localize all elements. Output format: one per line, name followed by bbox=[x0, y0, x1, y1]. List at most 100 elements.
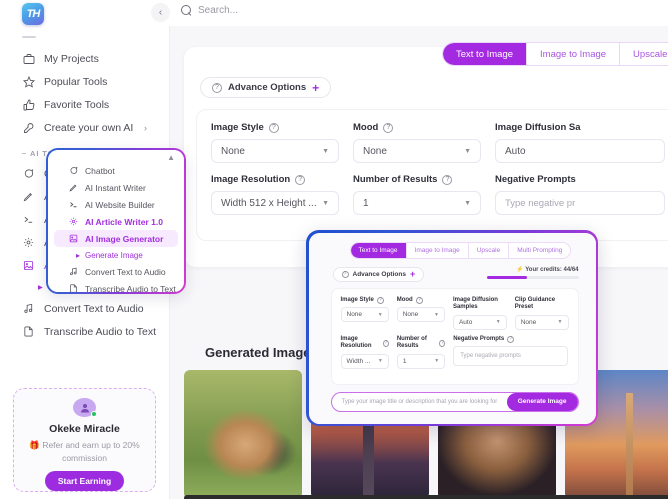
mood-select[interactable]: None ▼ bbox=[353, 139, 481, 163]
question-icon: ? bbox=[507, 335, 515, 343]
image-style-select[interactable]: None ▼ bbox=[211, 139, 339, 163]
question-icon: ? bbox=[439, 339, 446, 347]
sidebar-item-convert-text-to-audio[interactable]: Convert Text to Audio bbox=[0, 297, 169, 320]
tab-image-to-image[interactable]: Image to Image bbox=[527, 43, 621, 65]
sidebar-item-create-your-own-ai[interactable]: Create your own AI › bbox=[0, 116, 169, 139]
field-label: Number of Results ? bbox=[353, 174, 481, 185]
negative-prompts-input[interactable]: Type negative pr bbox=[495, 191, 665, 215]
gear-icon bbox=[22, 236, 35, 249]
select-value: None bbox=[363, 145, 387, 157]
zoom-number-of-results-select[interactable]: 1 ▼ bbox=[396, 353, 446, 369]
zoom-mood-select[interactable]: None ▼ bbox=[396, 307, 445, 322]
label-text: Image Style bbox=[211, 122, 264, 133]
field-mood: Mood ? None ▼ bbox=[353, 122, 481, 163]
horizontal-scrollbar[interactable] bbox=[184, 495, 668, 499]
zoom-negative-prompts-input[interactable]: Type negative prompts bbox=[453, 346, 569, 366]
zoom-field-negative-prompts: Negative Prompts ? Type negative prompts bbox=[453, 335, 569, 369]
sidebar-item-label: Popular Tools bbox=[44, 75, 108, 88]
start-earning-button[interactable]: Start Earning bbox=[44, 471, 125, 491]
thumbnail-image bbox=[184, 370, 302, 499]
zoom-image-style-select[interactable]: None ▼ bbox=[340, 307, 389, 322]
zoom-tab-multi-prompting[interactable]: Multi Prompting bbox=[517, 246, 563, 254]
chevron-up-icon[interactable]: ▲ bbox=[167, 153, 175, 162]
question-icon: ? bbox=[383, 122, 394, 133]
dropdown-item-label: AI Instant Writer bbox=[85, 182, 146, 193]
image-resolution-select[interactable]: Width 512 x Height ... ▼ bbox=[211, 191, 339, 215]
plus-icon: + bbox=[409, 268, 416, 279]
advance-options-button[interactable]: ? Advance Options + bbox=[200, 77, 332, 98]
app-logo-text: TH bbox=[26, 8, 41, 20]
zoom-field-image-diffusion-samples: Image Diffusion Samples Auto ▼ bbox=[452, 296, 507, 330]
dropdown-item-convert-text-to-audio[interactable]: Convert Text to Audio bbox=[54, 263, 178, 280]
chevron-down-icon: ▼ bbox=[377, 358, 383, 364]
generate-image-button[interactable]: Generate Image bbox=[506, 392, 578, 411]
select-value: None bbox=[346, 311, 363, 318]
image-diffusion-samples-select[interactable]: Auto bbox=[495, 139, 665, 163]
select-value: 1 bbox=[402, 357, 407, 365]
dropdown-item-ai-article-writer[interactable]: AI Article Writer 1.0 bbox=[54, 213, 178, 230]
zoom-options-row-2: Image Resolution ? Width ... ▼ Number of… bbox=[340, 335, 569, 369]
label-text: Image Diffusion Sa bbox=[495, 122, 581, 133]
dropdown-item-ai-instant-writer[interactable]: AI Instant Writer bbox=[54, 179, 178, 196]
zoom-tab-upscale[interactable]: Upscale bbox=[469, 242, 510, 258]
sidebar-item-label: Favorite Tools bbox=[44, 98, 110, 111]
app-logo[interactable]: TH bbox=[22, 3, 44, 25]
field-label: Mood ? bbox=[353, 122, 481, 133]
zoom-advance-options-button[interactable]: ? Advance Options + bbox=[332, 266, 425, 282]
dropdown-subitem-generate-image[interactable]: ▸ Generate Image bbox=[48, 247, 184, 263]
chevron-down-icon: ▼ bbox=[464, 199, 471, 207]
status-badge bbox=[91, 411, 97, 418]
sidebar-item-my-projects[interactable]: My Projects bbox=[0, 47, 169, 70]
prompt-input[interactable]: Type your image title or description tha… bbox=[341, 398, 498, 405]
sidebar-item-label: Transcribe Audio to Text bbox=[44, 325, 157, 338]
field-number-of-results: Number of Results ? 1 ▼ bbox=[353, 174, 481, 215]
search-bar[interactable]: Search... bbox=[181, 5, 238, 16]
dropdown-item-ai-image-generator[interactable]: AI Image Generator bbox=[54, 230, 178, 247]
zoom-tab-text-to-image[interactable]: Text to Image bbox=[350, 242, 407, 258]
chevron-left-icon: ‹ bbox=[158, 7, 163, 18]
sidebar-collapse-button[interactable]: ‹ bbox=[151, 3, 170, 22]
plus-icon: + bbox=[312, 80, 320, 95]
top-bar: TH ‹ Search... bbox=[0, 0, 668, 26]
sidebar-item-popular-tools[interactable]: Popular Tools bbox=[0, 70, 169, 93]
zoom-tab-image-to-image[interactable]: Image to Image bbox=[407, 242, 469, 258]
question-icon: ? bbox=[212, 82, 222, 93]
avatar[interactable] bbox=[73, 398, 97, 418]
tab-text-to-image[interactable]: Text to Image bbox=[443, 43, 528, 65]
zoom-clip-guidance-preset-select[interactable]: None ▼ bbox=[514, 314, 569, 330]
dropdown-item-label: AI Article Writer 1.0 bbox=[85, 216, 163, 227]
credits-indicator: ⚡ Your credits: 44/64 bbox=[486, 266, 579, 279]
zoom-field-mood: Mood ? None ▼ bbox=[396, 296, 445, 330]
number-of-results-select[interactable]: 1 ▼ bbox=[353, 191, 481, 215]
dropdown-item-ai-website-builder[interactable]: AI Website Builder bbox=[54, 196, 178, 213]
field-label: Negative Prompts bbox=[495, 174, 665, 185]
chevron-down-icon: ▼ bbox=[495, 319, 501, 325]
tab-upscale[interactable]: Upscale bbox=[620, 43, 668, 65]
question-icon: ? bbox=[415, 296, 423, 304]
zoom-field-number-of-results: Number of Results ? 1 ▼ bbox=[396, 335, 446, 369]
select-value: Width ... bbox=[346, 357, 371, 365]
dropdown-item-transcribe-audio-to-text[interactable]: Transcribe Audio to Text bbox=[54, 280, 178, 292]
zoom-image-diffusion-samples-select[interactable]: Auto ▼ bbox=[452, 314, 507, 330]
gallery-thumbnail-puppies-on-grass[interactable] bbox=[184, 370, 302, 499]
terminal-icon bbox=[68, 200, 78, 210]
field-label: Clip Guidance Preset bbox=[515, 297, 569, 312]
select-value: Auto bbox=[458, 318, 473, 326]
options-row-2: Image Resolution ? Width 512 x Height ..… bbox=[211, 174, 668, 215]
zoom-options-form: Image Style ? None ▼ Mood ? bbox=[330, 287, 579, 385]
label-text: Number of Results bbox=[396, 335, 427, 350]
label-text: Negative Prompts bbox=[495, 174, 576, 185]
dropdown-item-chatbot[interactable]: Chatbot bbox=[54, 162, 178, 179]
chevron-right-icon: › bbox=[144, 122, 147, 133]
label-text: Negative Prompts bbox=[453, 335, 505, 342]
zoom-image-resolution-select[interactable]: Width ... ▼ bbox=[340, 353, 389, 369]
search-input[interactable]: Search... bbox=[198, 5, 239, 16]
label-text: Image Resolution bbox=[211, 174, 291, 185]
sidebar-item-favorite-tools[interactable]: Favorite Tools bbox=[0, 93, 169, 116]
music-note-icon bbox=[68, 267, 78, 277]
sidebar-divider bbox=[22, 36, 36, 38]
sidebar-item-transcribe-audio-to-text[interactable]: Transcribe Audio to Text bbox=[0, 320, 169, 343]
credits-progress-bar bbox=[486, 275, 579, 279]
input-placeholder: Type negative prompts bbox=[460, 353, 521, 359]
label-text: Image Diffusion Samples bbox=[452, 296, 498, 311]
